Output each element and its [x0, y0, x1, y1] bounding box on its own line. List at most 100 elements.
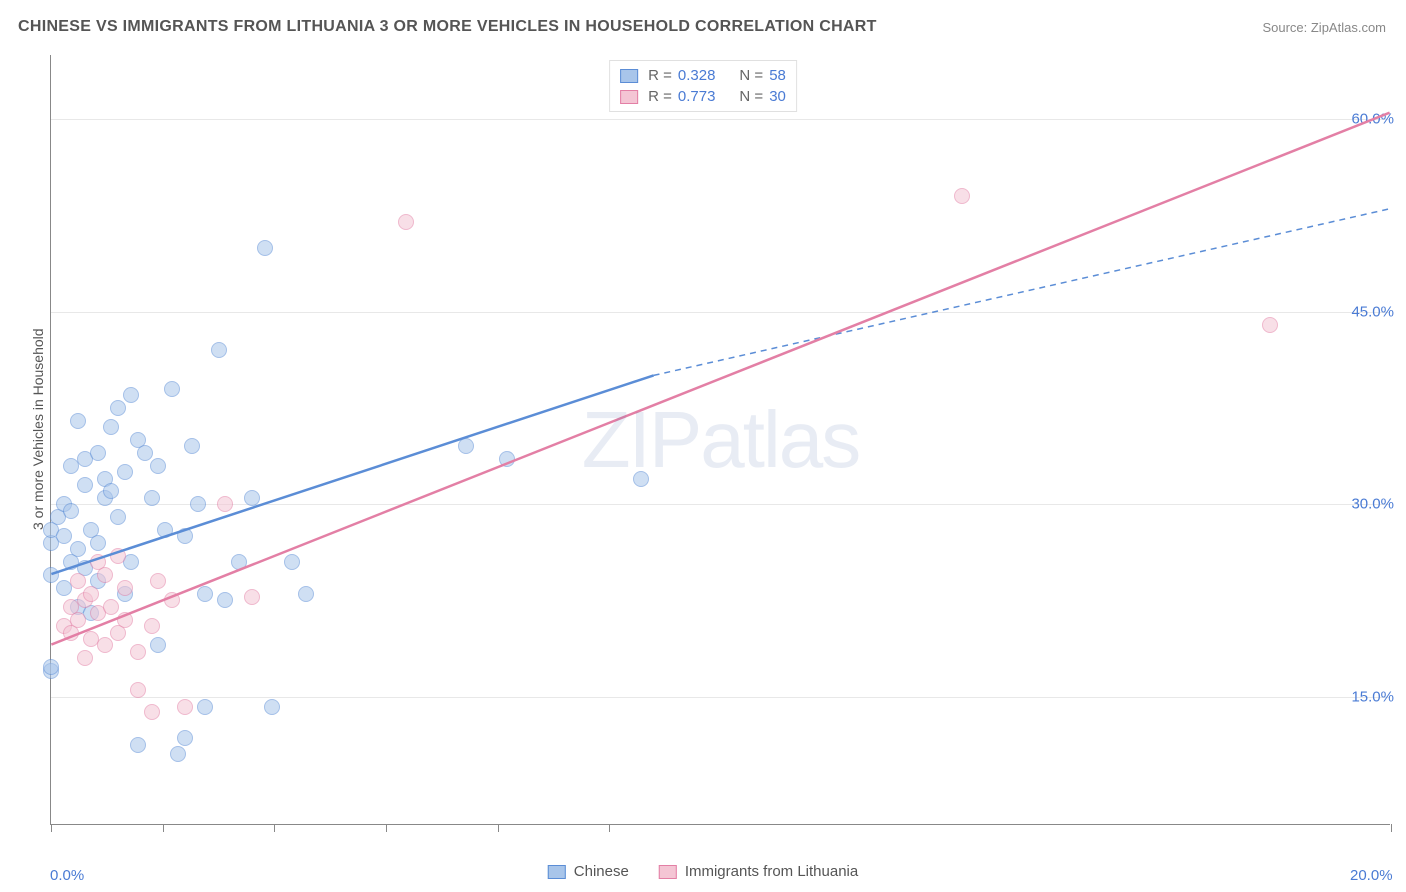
- x-tick: [609, 824, 610, 832]
- legend-n-label: N =: [739, 88, 763, 105]
- scatter-point: [144, 618, 160, 634]
- scatter-point: [97, 637, 113, 653]
- scatter-point: [77, 477, 93, 493]
- x-tick: [386, 824, 387, 832]
- scatter-point: [130, 737, 146, 753]
- scatter-point: [123, 387, 139, 403]
- gridline: [51, 312, 1390, 313]
- scatter-point: [110, 548, 126, 564]
- x-tick-label: 0.0%: [50, 867, 84, 884]
- source-attribution: Source: ZipAtlas.com: [1262, 20, 1386, 35]
- scatter-point: [56, 528, 72, 544]
- legend-swatch: [548, 865, 566, 879]
- scatter-point: [130, 682, 146, 698]
- scatter-point: [190, 496, 206, 512]
- scatter-point: [77, 650, 93, 666]
- legend-r-value: 0.773: [678, 88, 716, 105]
- scatter-point: [164, 592, 180, 608]
- plot-area: ZIPatlas: [50, 55, 1390, 825]
- scatter-point: [499, 451, 515, 467]
- scatter-point: [184, 438, 200, 454]
- gridline: [51, 697, 1390, 698]
- regression-line: [51, 113, 1389, 645]
- regression-lines-layer: [51, 55, 1390, 824]
- legend-r-label: R =: [648, 88, 672, 105]
- x-tick: [51, 824, 52, 832]
- legend-stats: R =0.328N =58R =0.773N =30: [609, 60, 797, 112]
- scatter-point: [264, 699, 280, 715]
- scatter-point: [117, 580, 133, 596]
- scatter-point: [90, 445, 106, 461]
- scatter-point: [197, 699, 213, 715]
- legend-stats-row: R = 0.773 N = 30: [620, 86, 786, 107]
- scatter-point: [257, 240, 273, 256]
- scatter-point: [217, 496, 233, 512]
- scatter-point: [1262, 317, 1278, 333]
- legend-series-item: Chinese: [548, 863, 629, 880]
- legend-swatch: [620, 69, 638, 83]
- scatter-point: [298, 586, 314, 602]
- scatter-point: [70, 573, 86, 589]
- chart-container: CHINESE VS IMMIGRANTS FROM LITHUANIA 3 O…: [0, 0, 1406, 892]
- scatter-point: [217, 592, 233, 608]
- scatter-point: [90, 535, 106, 551]
- scatter-point: [458, 438, 474, 454]
- legend-swatch: [620, 90, 638, 104]
- scatter-point: [177, 699, 193, 715]
- scatter-point: [103, 483, 119, 499]
- scatter-point: [70, 413, 86, 429]
- scatter-point: [117, 612, 133, 628]
- x-tick-label: 20.0%: [1350, 867, 1393, 884]
- scatter-point: [130, 644, 146, 660]
- x-tick: [1391, 824, 1392, 832]
- scatter-point: [164, 381, 180, 397]
- scatter-point: [150, 458, 166, 474]
- scatter-point: [197, 586, 213, 602]
- scatter-point: [150, 637, 166, 653]
- scatter-point: [284, 554, 300, 570]
- scatter-point: [231, 554, 247, 570]
- scatter-point: [244, 589, 260, 605]
- scatter-point: [954, 188, 970, 204]
- x-tick: [274, 824, 275, 832]
- x-tick: [163, 824, 164, 832]
- y-tick-label: 45.0%: [1351, 303, 1394, 320]
- scatter-point: [150, 573, 166, 589]
- y-axis-label: 3 or more Vehicles in Household: [30, 328, 46, 530]
- gridline: [51, 119, 1390, 120]
- scatter-point: [110, 509, 126, 525]
- watermark: ZIPatlas: [582, 394, 859, 486]
- legend-n-value: 58: [769, 67, 786, 84]
- legend-r-label: R =: [648, 67, 672, 84]
- legend-series-item: Immigrants from Lithuania: [659, 863, 858, 880]
- legend-n-value: 30: [769, 88, 786, 105]
- y-tick-label: 30.0%: [1351, 496, 1394, 513]
- legend-stats-row: R =0.328N =58: [620, 65, 786, 86]
- legend-series-name: Immigrants from Lithuania: [685, 863, 858, 880]
- y-tick-label: 15.0%: [1351, 688, 1394, 705]
- scatter-point: [144, 704, 160, 720]
- scatter-point: [633, 471, 649, 487]
- scatter-point: [244, 490, 260, 506]
- scatter-point: [70, 541, 86, 557]
- scatter-point: [70, 612, 86, 628]
- regression-line: [51, 375, 653, 574]
- scatter-point: [211, 342, 227, 358]
- scatter-point: [170, 746, 186, 762]
- scatter-point: [83, 586, 99, 602]
- scatter-point: [63, 503, 79, 519]
- legend-series: Chinese Immigrants from Lithuania: [548, 863, 858, 880]
- regression-line-dashed: [654, 209, 1390, 376]
- x-tick: [498, 824, 499, 832]
- scatter-point: [43, 567, 59, 583]
- scatter-point: [157, 522, 173, 538]
- y-tick-label: 60.0%: [1351, 111, 1394, 128]
- scatter-point: [144, 490, 160, 506]
- legend-swatch: [659, 865, 677, 879]
- scatter-point: [97, 567, 113, 583]
- scatter-point: [103, 599, 119, 615]
- scatter-point: [398, 214, 414, 230]
- chart-title: CHINESE VS IMMIGRANTS FROM LITHUANIA 3 O…: [18, 18, 877, 36]
- scatter-point: [177, 730, 193, 746]
- scatter-point: [117, 464, 133, 480]
